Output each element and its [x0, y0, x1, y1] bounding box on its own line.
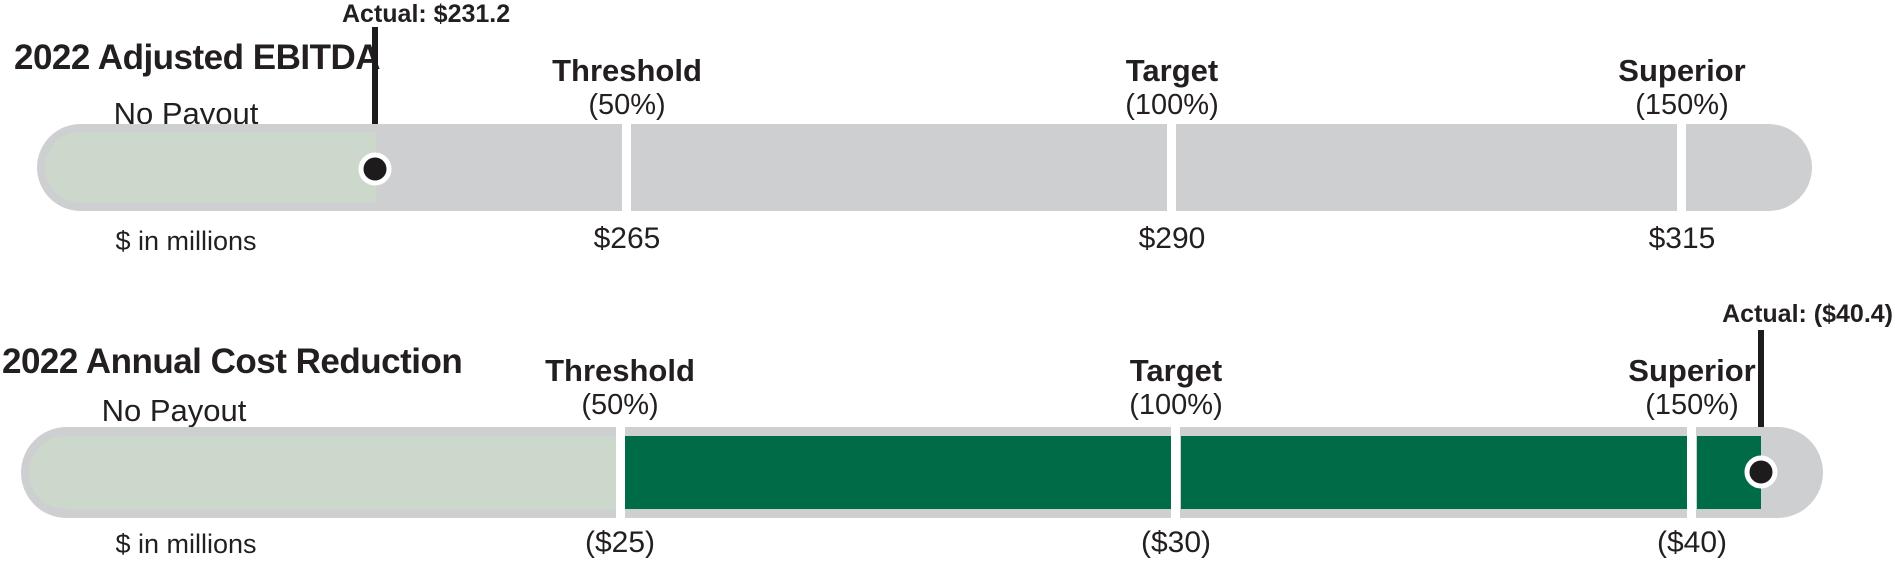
gauge-track: [37, 124, 1812, 211]
callout-line: [372, 27, 378, 169]
callout-line: [1758, 330, 1764, 473]
actual-marker-dot: [1744, 455, 1778, 489]
chart-title: 2022 Annual Cost Reduction: [2, 342, 463, 381]
superior-divider: [1677, 124, 1686, 211]
threshold-divider: [622, 124, 631, 211]
tier-value-target: $290: [1138, 222, 1206, 255]
no-payout-fill: [29, 436, 616, 509]
units-label: $ in millions: [115, 226, 257, 256]
actual-callout-label: Actual: ($40.4): [1722, 300, 1893, 328]
target-divider: [1171, 427, 1180, 518]
tier-label-threshold: Threshold (50%): [552, 53, 702, 121]
threshold-divider: [616, 427, 625, 518]
achieved-fill-segment-1: [625, 436, 1171, 509]
tier-value-superior: ($40): [1656, 526, 1728, 559]
no-payout-label: No Payout: [101, 393, 247, 428]
actual-marker-dot: [358, 152, 392, 186]
actual-callout-label: Actual: $231.2: [342, 0, 511, 28]
tier-value-threshold: $265: [593, 222, 661, 255]
tier-label-target: Target (100%): [1129, 353, 1223, 421]
tier-value-target: ($30): [1140, 526, 1212, 559]
tier-value-superior: $315: [1648, 222, 1716, 255]
gauge-track: [21, 427, 1823, 518]
superior-divider: [1687, 427, 1696, 518]
units-label: $ in millions: [115, 529, 257, 559]
tier-label-target: Target (100%): [1125, 53, 1219, 121]
chart-title: 2022 Adjusted EBITDA: [14, 38, 381, 77]
tier-label-superior: Superior (150%): [1618, 53, 1746, 121]
no-payout-fill: [45, 132, 376, 203]
tier-label-superior: Superior (150%): [1628, 353, 1756, 421]
target-divider: [1167, 124, 1176, 211]
tier-label-threshold: Threshold (50%): [545, 353, 695, 421]
achieved-fill-segment-2: [1181, 436, 1687, 509]
tier-value-threshold: ($25): [584, 526, 656, 559]
